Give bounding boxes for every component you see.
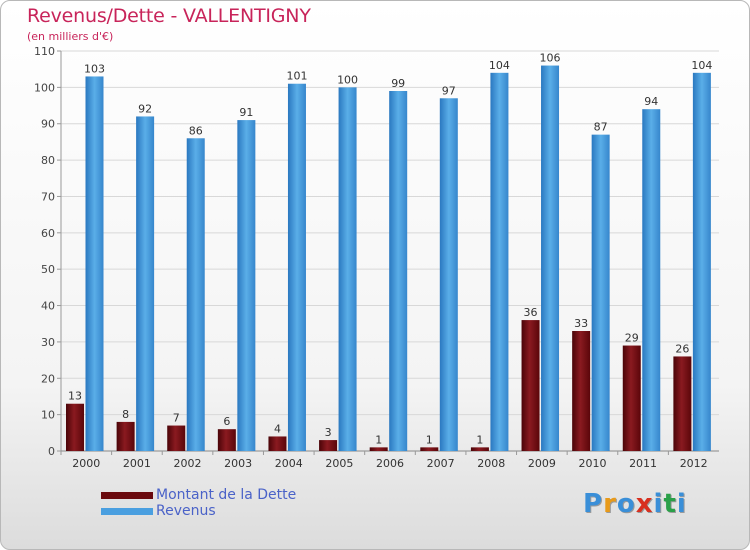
debt-value-label: 1 xyxy=(476,433,483,446)
legend-swatch-revenus xyxy=(101,507,153,515)
debt-value-label: 1 xyxy=(426,433,433,446)
legend-item-revenus[interactable]: Revenus xyxy=(101,503,296,519)
debt-bar xyxy=(622,345,641,451)
revenue-value-label: 97 xyxy=(442,84,456,97)
revenue-value-label: 100 xyxy=(337,73,358,86)
debt-bar xyxy=(167,425,186,451)
debt-bar xyxy=(673,356,692,451)
debt-value-label: 13 xyxy=(68,390,82,403)
debt-bar xyxy=(420,447,439,451)
debt-bar xyxy=(521,320,540,451)
y-tick-label: 110 xyxy=(34,45,55,58)
y-tick-label: 100 xyxy=(34,81,55,94)
logo-letter: P xyxy=(583,489,604,519)
x-tick-label: 2010 xyxy=(578,457,606,470)
debt-bar xyxy=(217,429,236,451)
debt-bar xyxy=(268,436,287,451)
revenue-value-label: 99 xyxy=(391,77,405,90)
revenue-bar xyxy=(237,120,256,451)
debt-value-label: 1 xyxy=(375,433,382,446)
x-tick-label: 2004 xyxy=(275,457,303,470)
x-tick-label: 2003 xyxy=(224,457,252,470)
debt-value-label: 6 xyxy=(223,415,230,428)
revenue-bar xyxy=(287,83,306,452)
revenue-bar xyxy=(389,91,408,451)
y-tick-label: 0 xyxy=(48,445,55,458)
revenue-value-label: 103 xyxy=(84,62,105,75)
revenue-value-label: 91 xyxy=(239,106,253,119)
x-tick-label: 2012 xyxy=(680,457,708,470)
revenue-value-label: 106 xyxy=(540,52,561,65)
legend-swatch-dette xyxy=(101,491,153,499)
revenue-bar xyxy=(692,72,711,452)
revenue-value-label: 94 xyxy=(644,95,658,108)
revenue-bar xyxy=(439,98,458,451)
debt-value-label: 26 xyxy=(675,342,689,355)
x-tick-label: 2008 xyxy=(477,457,505,470)
debt-value-label: 33 xyxy=(574,317,588,330)
legend-label-dette: Montant de la Dette xyxy=(156,487,297,503)
revenue-bar xyxy=(136,116,155,452)
revenue-bar xyxy=(338,87,357,451)
y-tick-label: 80 xyxy=(41,154,55,167)
logo-letter: o xyxy=(616,489,636,519)
revenue-value-label: 104 xyxy=(691,59,712,72)
chart-title: Revenus/Dette - VALLENTIGNY xyxy=(27,5,311,27)
logo-letter: t xyxy=(663,489,677,519)
debt-value-label: 36 xyxy=(524,306,538,319)
revenue-bar xyxy=(85,76,104,452)
logo-letter: r xyxy=(603,489,617,519)
debt-bar xyxy=(319,440,338,451)
logo-letter: i xyxy=(653,489,664,519)
debt-value-label: 4 xyxy=(274,422,281,435)
debt-bar xyxy=(572,331,591,451)
debt-bar xyxy=(369,447,388,451)
revenue-bar xyxy=(186,138,205,452)
y-tick-label: 40 xyxy=(41,300,55,313)
y-tick-label: 70 xyxy=(41,190,55,203)
logo-letter: i xyxy=(676,489,687,519)
x-tick-label: 2000 xyxy=(72,457,100,470)
chart-subtitle: (en milliers d'€) xyxy=(27,30,114,43)
debt-value-label: 7 xyxy=(173,412,180,425)
x-tick-label: 2002 xyxy=(174,457,202,470)
x-tick-label: 2011 xyxy=(629,457,657,470)
x-tick-label: 2006 xyxy=(376,457,404,470)
y-tick-label: 20 xyxy=(41,372,55,385)
revenue-value-label: 92 xyxy=(138,102,152,115)
debt-bar xyxy=(116,421,135,451)
legend-label-revenus: Revenus xyxy=(156,503,216,519)
legend: Montant de la Dette Revenus xyxy=(101,487,296,519)
revenue-bar xyxy=(642,109,661,451)
revenue-value-label: 104 xyxy=(489,59,510,72)
proxiti-logo[interactable]: Proxiti xyxy=(583,489,687,519)
y-tick-label: 60 xyxy=(41,227,55,240)
y-tick-label: 50 xyxy=(41,263,55,276)
revenue-value-label: 86 xyxy=(189,124,203,137)
revenue-bar xyxy=(541,65,560,451)
revenue-bar xyxy=(591,134,610,452)
debt-bar xyxy=(470,447,489,451)
revenue-value-label: 87 xyxy=(594,121,608,134)
debt-value-label: 8 xyxy=(122,408,129,421)
y-tick-label: 30 xyxy=(41,336,55,349)
debt-bar xyxy=(66,403,84,451)
x-tick-label: 2007 xyxy=(427,457,455,470)
revenue-value-label: 101 xyxy=(286,70,307,83)
logo-letter: x xyxy=(635,489,654,519)
x-tick-label: 2005 xyxy=(325,457,353,470)
y-tick-label: 90 xyxy=(41,118,55,131)
legend-item-dette[interactable]: Montant de la Dette xyxy=(101,487,296,503)
x-tick-label: 2001 xyxy=(123,457,151,470)
debt-value-label: 29 xyxy=(625,332,639,345)
y-tick-label: 10 xyxy=(41,409,55,422)
revenue-bar xyxy=(490,72,509,452)
x-tick-label: 2009 xyxy=(528,457,556,470)
debt-value-label: 3 xyxy=(325,426,332,439)
